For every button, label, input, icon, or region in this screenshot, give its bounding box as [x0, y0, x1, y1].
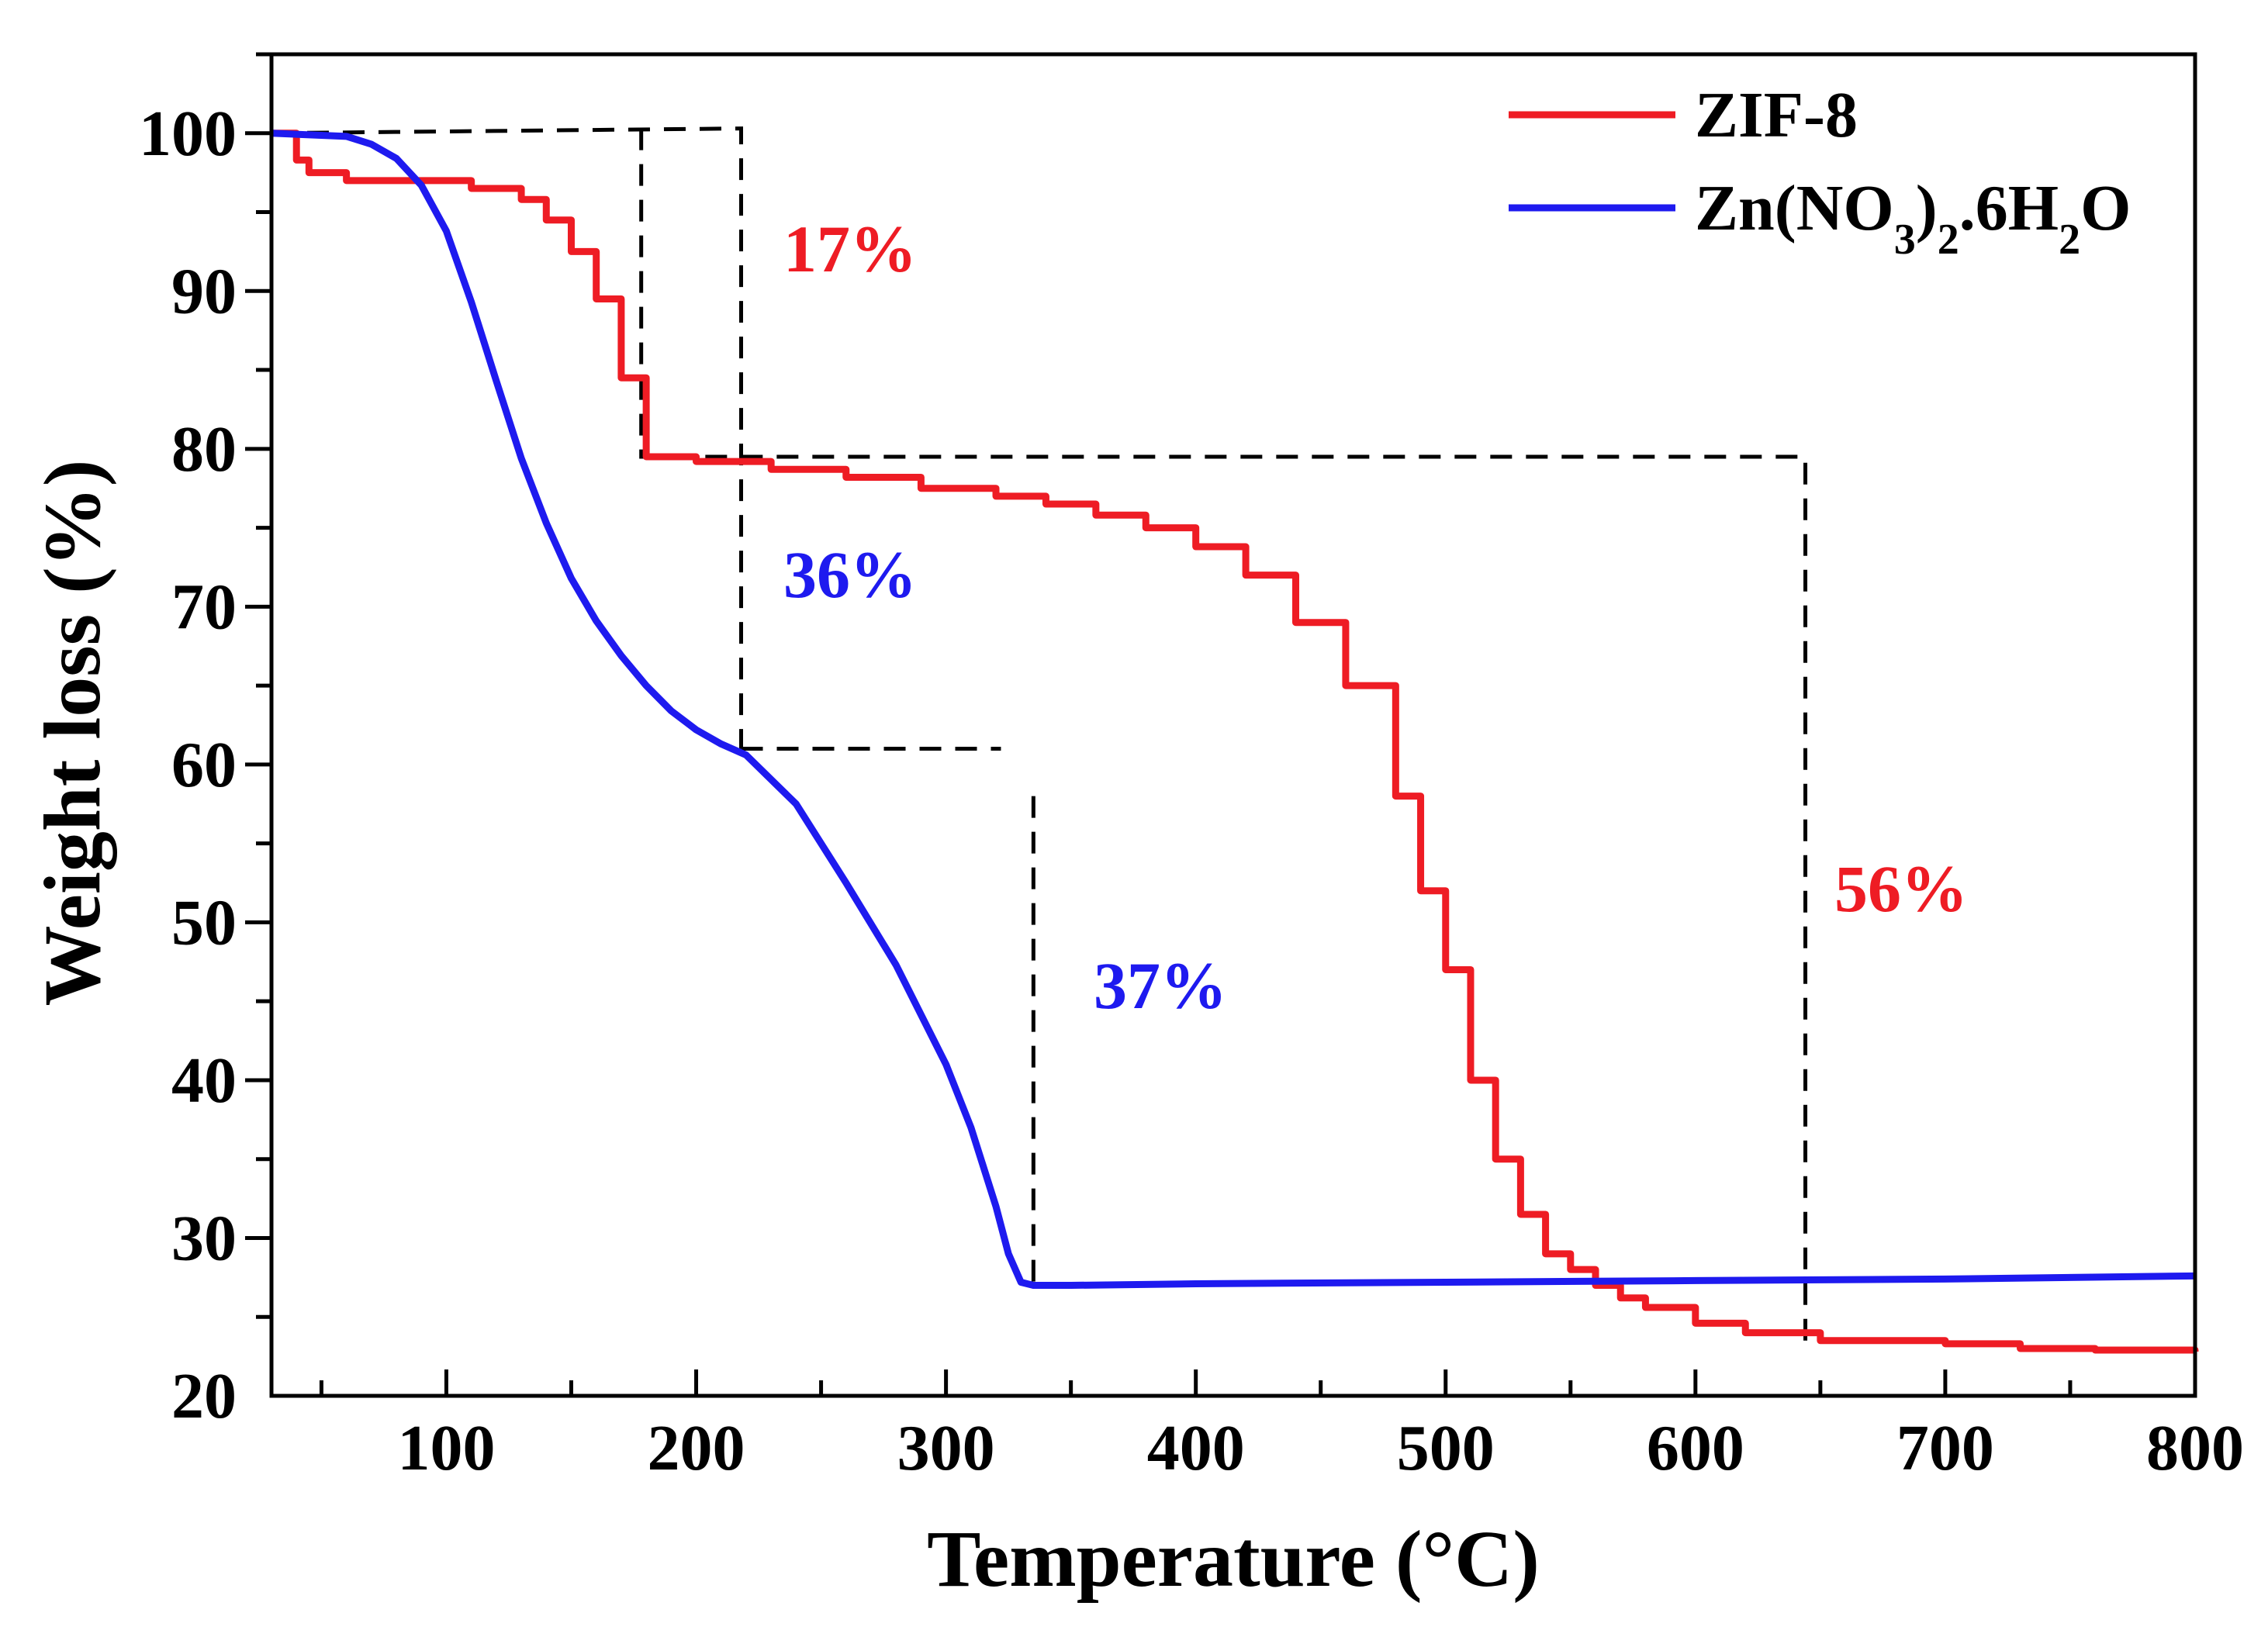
x-tick-label: 700 — [1896, 1412, 1994, 1484]
dashed-guide-line — [271, 126, 744, 749]
y-tick-label: 30 — [171, 1202, 237, 1274]
series-curves — [271, 130, 2199, 1354]
y-tick-label: 40 — [171, 1045, 237, 1117]
annotation-label: 37% — [1094, 948, 1227, 1023]
annotation-label: 56% — [1834, 851, 1968, 926]
annotations: 17% 36% 37% 56% — [783, 212, 1968, 1023]
series-line-zinc-nitrate — [271, 130, 2196, 1290]
plot-frame — [269, 52, 2197, 1398]
x-tick-label: 500 — [1397, 1412, 1495, 1484]
legend-label: ZIF-8 — [1695, 79, 1858, 151]
annotation-label: 17% — [783, 212, 917, 286]
x-tick-label: 400 — [1147, 1412, 1245, 1484]
x-tick-label: 800 — [2146, 1412, 2244, 1484]
annotation-label: 36% — [783, 537, 917, 612]
x-axis-label: Temperature (°C) — [927, 1514, 1540, 1604]
axis-ticks — [245, 52, 2197, 1396]
y-tick-label: 20 — [171, 1360, 237, 1432]
x-tick-label: 600 — [1647, 1412, 1744, 1484]
x-tick-label: 100 — [397, 1412, 495, 1484]
y-tick-label: 70 — [171, 571, 237, 643]
x-tick-label: 200 — [648, 1412, 745, 1484]
y-tick-label: 90 — [171, 255, 237, 327]
legend: ZIF-8 Zn(NO3)2.6H2O — [1509, 79, 2131, 264]
y-tick-label: 60 — [171, 729, 237, 801]
y-tick-label: 80 — [171, 413, 237, 485]
y-axis-label: Weight loss (%) — [28, 460, 117, 1007]
tick-labels: 100 200 300 400 500 600 700 800 20 30 40 50 60 70 80 90… — [139, 98, 2244, 1484]
series-line-zif8 — [271, 130, 2199, 1354]
dashed-guide-line — [639, 128, 1808, 1349]
x-tick-label: 300 — [897, 1412, 995, 1484]
y-tick-label: 100 — [139, 98, 237, 170]
legend-label: Zn(NO3)2.6H2O — [1695, 172, 2131, 264]
guide-lines — [271, 126, 1808, 1349]
y-tick-label: 50 — [171, 886, 237, 958]
